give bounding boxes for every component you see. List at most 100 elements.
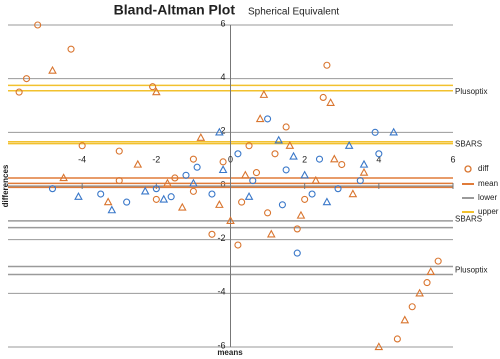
point <box>215 200 224 208</box>
point <box>259 90 269 98</box>
point <box>375 150 383 158</box>
point <box>238 198 246 206</box>
point <box>226 216 235 225</box>
point <box>149 83 157 91</box>
point <box>315 155 324 163</box>
point <box>252 169 261 177</box>
point <box>67 45 75 53</box>
point <box>249 177 257 185</box>
point <box>423 279 431 287</box>
point <box>152 185 160 193</box>
point <box>264 209 272 217</box>
point <box>215 127 224 136</box>
point <box>323 61 331 69</box>
point <box>356 177 364 185</box>
point <box>140 186 150 195</box>
legend-label: diff <box>478 164 489 173</box>
point <box>189 178 198 187</box>
point <box>159 194 169 203</box>
point <box>319 93 327 101</box>
point <box>97 190 105 198</box>
point <box>182 171 190 179</box>
point <box>208 230 216 238</box>
point <box>426 267 436 276</box>
point <box>107 205 117 214</box>
point <box>208 190 216 198</box>
point <box>359 167 369 176</box>
legend-label: lower <box>478 193 497 202</box>
point <box>152 87 161 96</box>
point <box>171 174 179 182</box>
point <box>78 142 86 150</box>
point <box>434 257 442 265</box>
annotation: Plusoptix <box>455 87 487 96</box>
y-tick-label: 0 <box>220 179 225 189</box>
point <box>374 342 384 351</box>
point <box>282 166 290 174</box>
x-tick-label: 4 <box>376 154 381 164</box>
point <box>300 170 309 179</box>
point <box>59 173 68 182</box>
point <box>219 158 227 166</box>
point <box>289 151 298 160</box>
point <box>296 210 306 219</box>
point <box>115 147 123 155</box>
point <box>264 115 272 123</box>
point <box>34 21 42 29</box>
point <box>123 198 131 206</box>
point <box>15 88 23 96</box>
point <box>311 175 321 184</box>
legend-label: mean <box>478 179 498 188</box>
x-tick-label: -4 <box>78 154 86 164</box>
point <box>163 178 172 187</box>
point <box>274 135 284 144</box>
point <box>330 154 339 163</box>
point <box>400 315 410 324</box>
point <box>189 155 197 163</box>
point <box>338 160 346 169</box>
point <box>255 114 265 123</box>
point <box>115 177 123 185</box>
point <box>244 191 254 200</box>
point <box>189 187 197 195</box>
point <box>245 142 253 150</box>
point <box>415 288 424 297</box>
chart-subtitle: Spherical Equivalent <box>248 7 339 18</box>
annotation: SBARS <box>455 140 482 149</box>
point <box>271 150 279 158</box>
point <box>152 195 160 203</box>
point <box>334 185 342 193</box>
point <box>234 241 242 249</box>
point <box>301 195 309 203</box>
point <box>234 150 242 158</box>
point <box>278 201 286 209</box>
point <box>48 65 57 74</box>
point <box>293 225 301 233</box>
chart-title: Bland-Altman Plot <box>114 2 236 18</box>
y-axis-label: differences <box>1 164 10 207</box>
point <box>371 128 379 136</box>
point <box>196 132 206 141</box>
point <box>344 141 354 149</box>
point <box>359 159 369 168</box>
x-tick-label: 2 <box>302 154 307 164</box>
point <box>177 202 187 211</box>
x-tick-label: 0 <box>228 154 233 164</box>
point <box>133 159 143 168</box>
point <box>282 123 290 131</box>
x-tick-label: -2 <box>152 154 160 164</box>
point <box>167 193 175 201</box>
point <box>308 190 316 198</box>
x-tick-label: 6 <box>450 154 455 164</box>
point <box>389 127 398 136</box>
point <box>348 189 358 198</box>
annotation: SBARS <box>455 215 482 224</box>
point <box>322 197 332 206</box>
legend-marker <box>464 165 472 173</box>
point <box>241 170 250 179</box>
legend-label: upper <box>478 207 499 216</box>
point <box>285 141 295 149</box>
point <box>22 75 31 83</box>
y-tick-label: 2 <box>220 126 225 136</box>
